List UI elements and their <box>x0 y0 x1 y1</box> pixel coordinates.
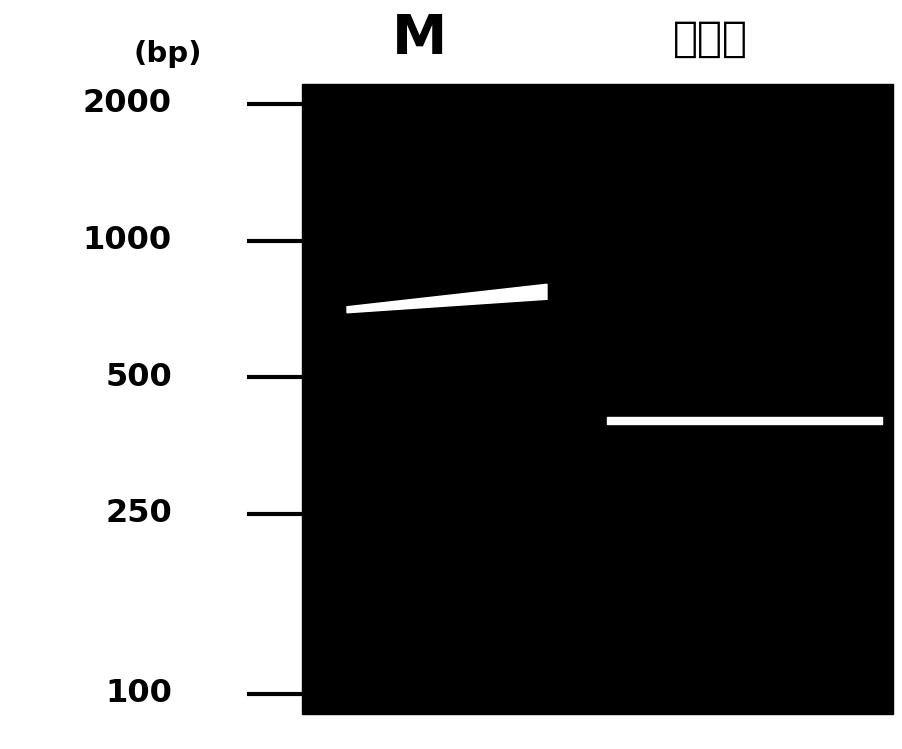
Bar <box>301 84 892 714</box>
Text: 本发明: 本发明 <box>672 18 747 60</box>
Polygon shape <box>346 285 547 313</box>
Bar <box>606 417 881 425</box>
Text: M: M <box>392 12 447 66</box>
Text: 1000: 1000 <box>83 225 171 256</box>
Text: 2000: 2000 <box>83 88 171 120</box>
Text: (bp): (bp) <box>133 40 202 68</box>
Text: 250: 250 <box>106 498 171 529</box>
Text: 100: 100 <box>105 679 171 709</box>
Text: 500: 500 <box>106 362 171 392</box>
